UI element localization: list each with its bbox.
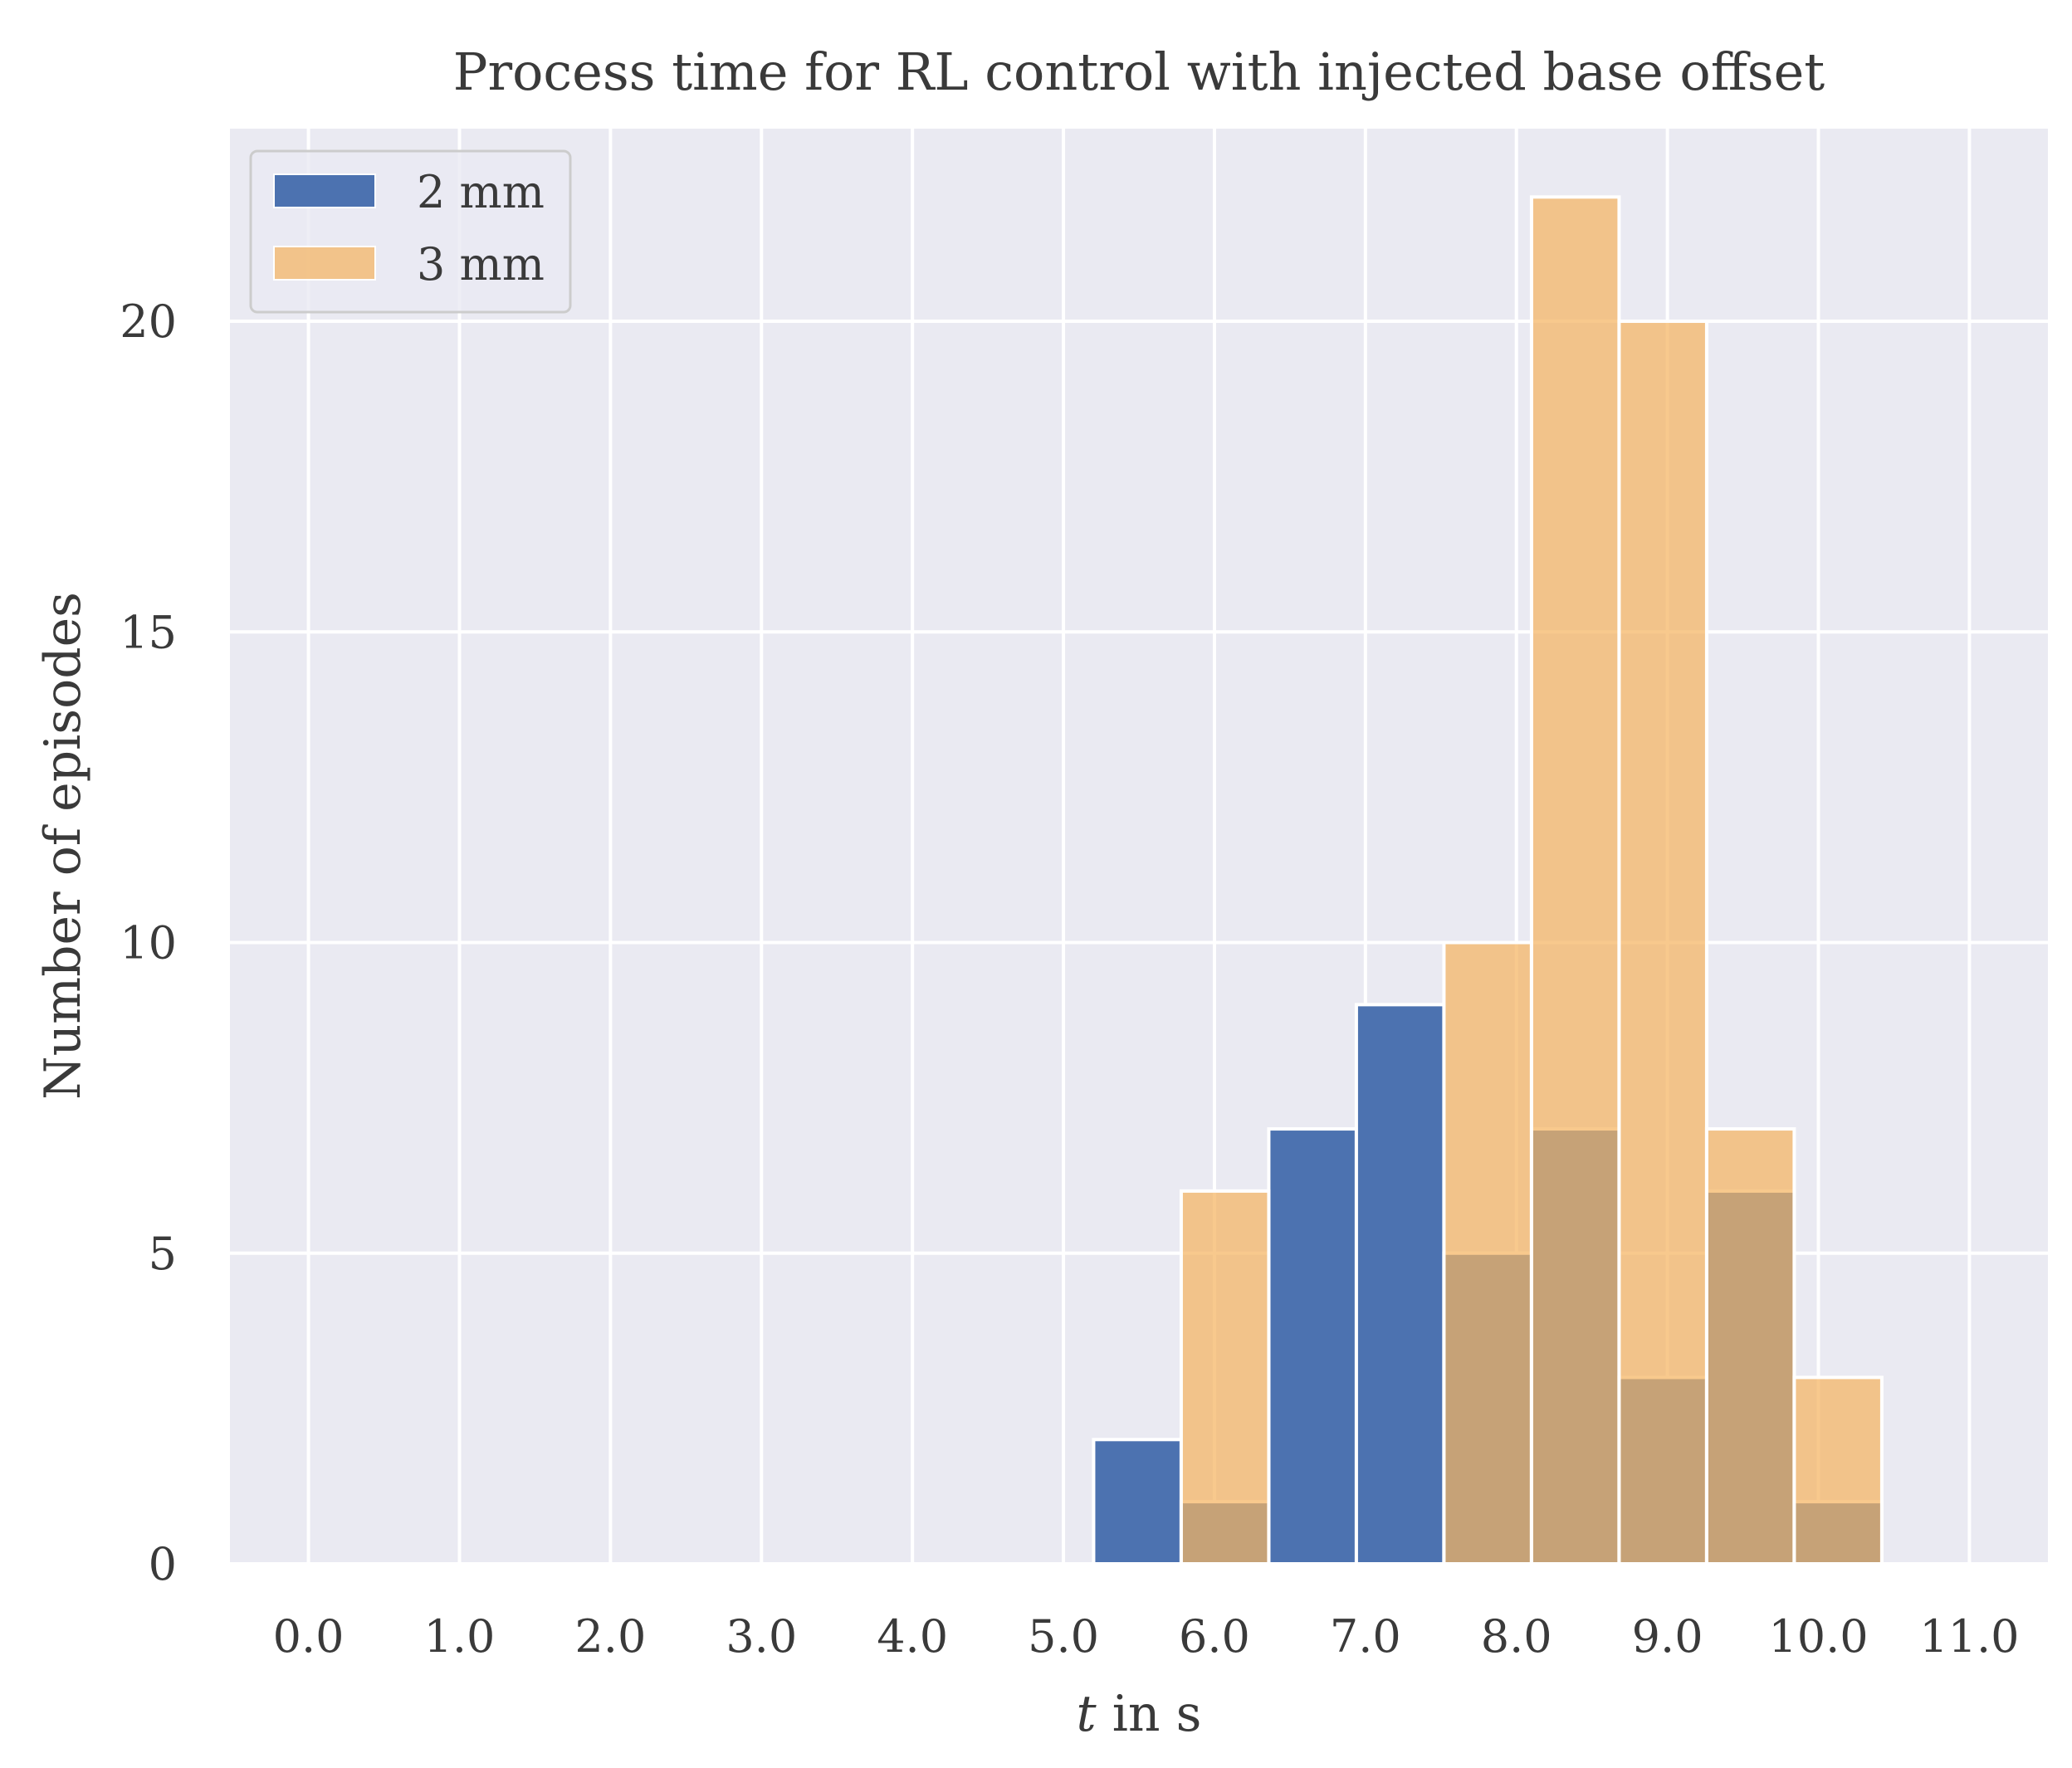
x-tick-labels: 0.0 1.0 2.0 3.0 4.0 5.0 6.0 7.0 8.0 9.0 10.0 11.0: [273, 1610, 2020, 1663]
x-tick-label: 3.0: [726, 1610, 797, 1663]
x-tick-label: 10.0: [1768, 1610, 1868, 1663]
x-axis-label-unit: in s: [1097, 1685, 1202, 1743]
y-tick-label: 5: [149, 1228, 177, 1280]
bar-3mm: [1179, 1189, 1271, 1565]
y-tick-label: 10: [120, 917, 177, 969]
chart-title: Process time for RL control with injecte…: [453, 42, 1825, 102]
bar-2mm: [1092, 1438, 1183, 1565]
y-tick-label: 15: [120, 606, 177, 658]
legend-swatch-2mm: [273, 173, 376, 208]
x-tick-label: 5.0: [1028, 1610, 1099, 1663]
bar-3mm: [1442, 940, 1533, 1565]
legend-swatch-3mm: [273, 246, 376, 281]
bar-3mm: [1792, 1375, 1884, 1566]
x-tick-label: 1.0: [424, 1610, 496, 1663]
x-tick-label: 4.0: [877, 1610, 948, 1663]
bar-3mm: [1704, 1127, 1796, 1565]
bar-3mm: [1617, 320, 1708, 1566]
legend: 2 mm 3 mm: [249, 149, 572, 314]
x-axis-label-variable: t: [1077, 1685, 1097, 1743]
y-tick-label: 0: [149, 1538, 177, 1590]
bar-2mm: [1267, 1127, 1358, 1565]
x-tick-label: 9.0: [1632, 1610, 1703, 1663]
x-tick-label: 0.0: [273, 1610, 345, 1663]
x-tick-label: 2.0: [574, 1610, 646, 1663]
bar-2mm: [1354, 1003, 1446, 1565]
legend-label-2mm: 2 mm: [417, 166, 545, 218]
x-axis-label: t in s: [1077, 1685, 1202, 1743]
x-tick-label: 11.0: [1919, 1610, 2019, 1663]
bar-3mm: [1529, 195, 1621, 1565]
y-axis-label: Number of episodes: [34, 592, 92, 1100]
y-tick-labels: 0 5 10 15 20: [120, 295, 177, 1590]
y-tick-label: 20: [120, 295, 177, 348]
x-tick-label: 6.0: [1179, 1610, 1250, 1663]
legend-label-3mm: 3 mm: [417, 238, 545, 291]
x-tick-label: 7.0: [1330, 1610, 1401, 1663]
x-tick-label: 8.0: [1481, 1610, 1552, 1663]
histogram-bars: [1092, 195, 1884, 1566]
